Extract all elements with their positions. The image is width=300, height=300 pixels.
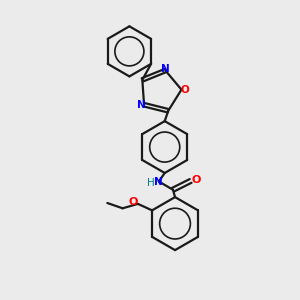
- Text: O: O: [129, 197, 138, 207]
- Text: N: N: [137, 100, 146, 110]
- Text: H: H: [147, 178, 155, 188]
- Text: O: O: [191, 175, 201, 185]
- Text: N: N: [154, 176, 163, 187]
- Text: O: O: [181, 85, 189, 94]
- Text: N: N: [161, 64, 170, 74]
